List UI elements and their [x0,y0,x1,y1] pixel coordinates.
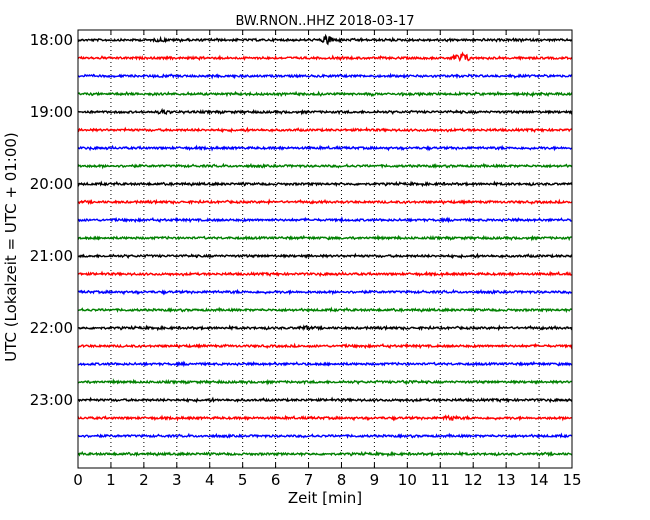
trace-1945 [77,162,573,170]
y-tick-label: 18:00 [30,31,73,49]
x-tick-label: 6 [271,471,281,489]
trace-1830 [77,72,573,80]
x-tick-label: 4 [205,471,215,489]
x-tick-label: 11 [431,471,450,489]
chart-title: BW.RNON..HHZ 2018-03-17 [235,14,414,29]
trace-2000 [77,180,573,188]
y-tick-label: 19:00 [30,103,73,121]
trace-1800 [77,33,573,46]
seismic-traces [77,33,573,458]
trace-2130 [77,288,573,296]
trace-2145 [77,306,573,314]
trace-2315 [77,414,573,422]
trace-2015 [77,198,573,206]
x-axis-label: Zeit [min] [288,489,362,507]
x-tick-label: 2 [139,471,149,489]
trace-1930 [77,144,573,152]
x-tick-label: 9 [370,471,380,489]
trace-2245 [77,378,573,386]
trace-1900 [77,107,573,116]
x-tick-label: 3 [172,471,182,489]
trace-2345 [77,450,573,458]
x-tick-label: 7 [304,471,314,489]
trace-2230 [77,360,573,368]
trace-2030 [77,216,573,224]
x-tick-label: 0 [73,471,83,489]
y-tick-label: 23:00 [30,391,73,409]
trace-1815 [77,51,573,62]
x-axis-ticks: 0 1 2 3 4 5 6 7 8 9 10 11 12 13 14 15 [73,30,582,489]
y-tick-label: 22:00 [30,319,73,337]
trace-2215 [77,342,573,350]
x-tick-label: 8 [337,471,347,489]
x-tick-label: 15 [562,471,581,489]
trace-2200 [77,324,573,332]
y-tick-label: 20:00 [30,175,73,193]
trace-2330 [77,432,573,439]
x-tick-label: 14 [530,471,549,489]
x-tick-label: 13 [497,471,516,489]
trace-2045 [77,234,573,242]
x-tick-label: 5 [238,471,248,489]
x-tick-label: 12 [464,471,483,489]
x-tick-label: 1 [106,471,116,489]
trace-1845 [77,90,573,98]
x-tick-label: 10 [398,471,417,489]
trace-1915 [77,126,573,134]
trace-2300 [77,396,573,404]
y-axis-label: UTC (Lokalzeit = UTC + 01:00) [2,132,20,362]
y-axis-ticks: 18:00 19:00 20:00 21:00 22:00 23:00 [30,31,572,409]
y-tick-label: 21:00 [30,247,73,265]
trace-2100 [77,252,573,260]
plot-frame [77,29,573,469]
trace-2115 [77,270,573,278]
